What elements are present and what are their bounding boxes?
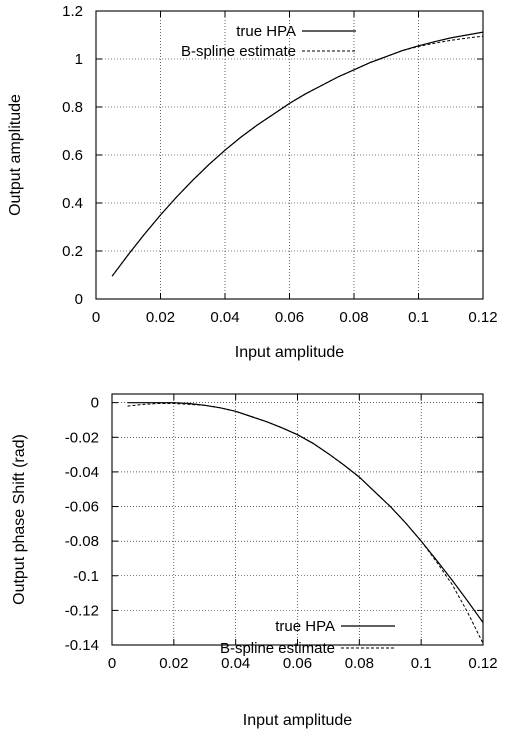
y-tick-label: 0.8 (62, 99, 83, 116)
legend-label: true HPA (275, 618, 335, 635)
x-axis-label: Input amplitude (243, 712, 353, 729)
y-tick-label: 0.2 (62, 243, 83, 260)
y-tick-label: 0 (75, 291, 83, 308)
y-tick-label: 1.2 (62, 3, 83, 20)
x-tick-label: 0.06 (275, 309, 304, 326)
y-tick-label: -0.04 (65, 464, 99, 481)
legend-label: true HPA (236, 23, 296, 40)
x-tick-label: 0 (92, 309, 100, 326)
y-tick-label: 0 (91, 395, 99, 412)
x-tick-label: 0.12 (468, 309, 497, 326)
y-tick-label: 0.6 (62, 147, 83, 164)
x-tick-label: 0.08 (345, 655, 374, 672)
y-tick-label: -0.06 (65, 499, 99, 516)
y-tick-label: -0.14 (65, 637, 99, 654)
x-tick-label: 0.08 (339, 309, 368, 326)
series-line-true-hpa (127, 402, 484, 623)
y-tick-label: -0.1 (73, 568, 99, 585)
y-tick-label: -0.08 (65, 533, 99, 550)
x-tick-label: 0.06 (283, 655, 312, 672)
legend-label: B-spline estimate (220, 640, 335, 657)
x-tick-label: 0.02 (146, 309, 175, 326)
y-axis-label: Output phase Shift (rad) (11, 434, 28, 605)
series-line-true-hpa (111, 31, 484, 277)
y-axis-label: Output amplitude (7, 94, 24, 216)
x-axis-label: Input amplitude (235, 344, 345, 361)
x-tick-label: 0.1 (408, 309, 429, 326)
chart-1: 0 0.02 0.04 0.06 0.08 0.1 0.12 0 0.2 0.4 0.6 0.8 1 1.… (7, 3, 498, 361)
x-tick-label: 0.1 (411, 655, 432, 672)
series-line-b-spline-estimate (111, 35, 484, 277)
x-tick-label: 0.02 (159, 655, 188, 672)
y-tick-label: -0.02 (65, 429, 99, 446)
y-tick-label: 1 (75, 51, 83, 68)
chart-2: 0 0.02 0.04 0.06 0.08 0.1 0.12 0 -0.02 -0.04 -0.06… (11, 393, 498, 729)
x-tick-label: 0.12 (468, 655, 497, 672)
y-tick-label: -0.12 (65, 602, 99, 619)
x-tick-label: 0.04 (221, 655, 250, 672)
legend-label: B-spline estimate (181, 43, 296, 60)
x-tick-label: 0 (108, 655, 116, 672)
x-tick-label: 0.04 (210, 309, 239, 326)
y-tick-label: 0.4 (62, 195, 83, 212)
